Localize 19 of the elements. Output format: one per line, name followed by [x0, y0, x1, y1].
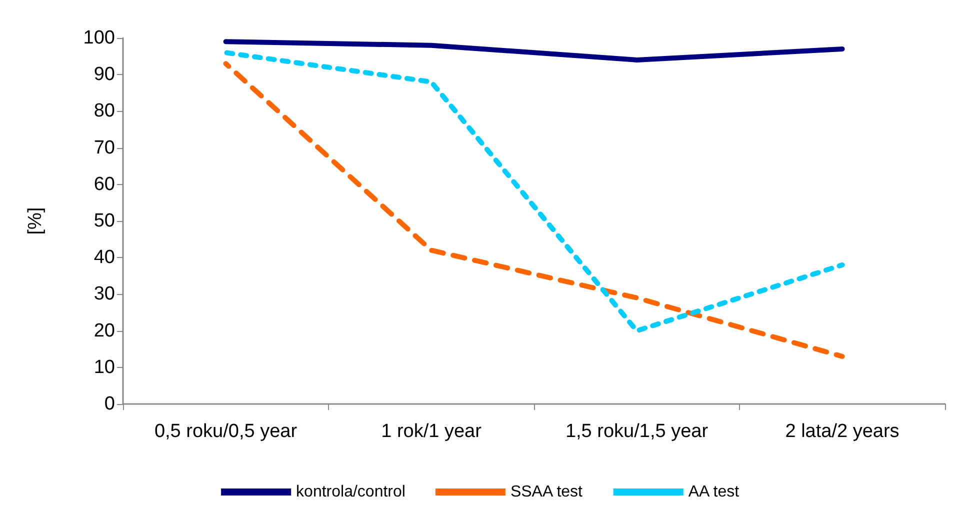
- y-tick-label: 0: [104, 394, 115, 414]
- y-tick-label: 80: [94, 100, 115, 122]
- y-axis-title: [%]: [25, 207, 46, 235]
- x-tick-label: 0,5 roku/0,5 year: [154, 421, 298, 442]
- legend-label: kontrola/control: [296, 484, 406, 500]
- y-tick-label: 30: [94, 284, 115, 305]
- y-tick-label: 10: [94, 356, 115, 378]
- y-tick-label: 70: [94, 137, 115, 158]
- y-tick-label: 50: [94, 210, 115, 232]
- y-tick-label: 60: [94, 174, 115, 195]
- y-tick-label: 100: [83, 28, 115, 48]
- legend-label: AA test: [688, 484, 740, 500]
- y-tick-label: 40: [94, 247, 115, 268]
- x-tick-label: 1 rok/1 year: [381, 421, 482, 442]
- x-tick-label: 1,5 roku/1,5 year: [565, 421, 709, 442]
- y-tick-label: 90: [94, 64, 115, 86]
- legend-label: SSAA test: [510, 484, 584, 500]
- x-tick-label: 2 lata/2 years: [785, 421, 900, 442]
- y-tick-label: 20: [94, 320, 115, 342]
